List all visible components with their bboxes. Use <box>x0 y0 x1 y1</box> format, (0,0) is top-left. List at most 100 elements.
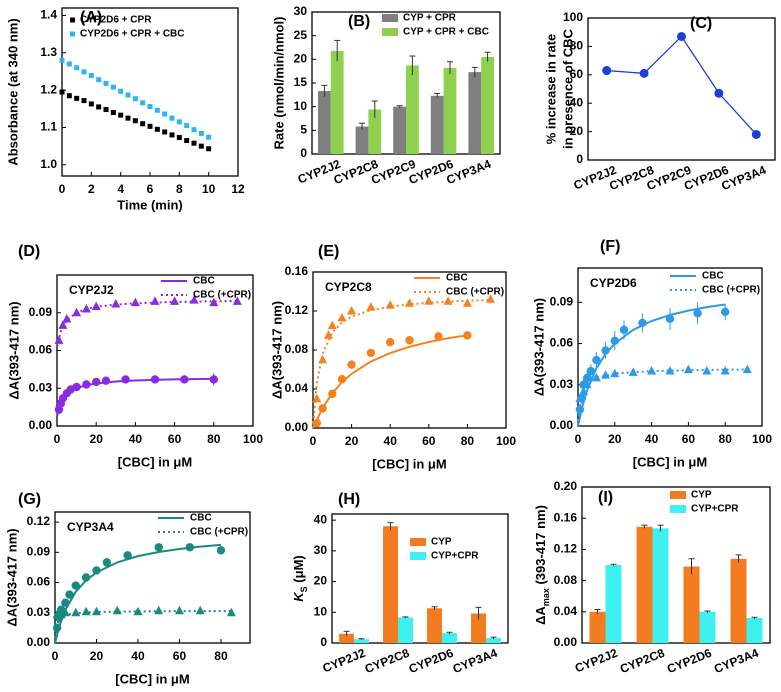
point <box>111 298 121 308</box>
bar <box>354 639 369 643</box>
point <box>323 330 333 339</box>
fit-curve <box>312 334 468 429</box>
point <box>71 607 81 617</box>
legend-label: CBC <box>193 276 215 287</box>
y-tick-label: 1.4 <box>40 8 57 22</box>
point <box>337 375 347 384</box>
y-axis-label: ΔA(393-417 nm) <box>4 528 19 626</box>
plot-frame <box>54 511 251 644</box>
point <box>162 129 168 135</box>
point <box>125 115 131 121</box>
x-tick-label: 60 <box>422 434 436 448</box>
point <box>185 543 195 552</box>
panel-title: CYP3A4 <box>67 520 114 534</box>
x-tick-label: 20 <box>90 649 104 663</box>
point <box>54 335 64 344</box>
point <box>318 404 327 413</box>
point <box>720 366 730 375</box>
y-tick-label: 20 <box>314 574 328 588</box>
y-axis-label-part: max <box>541 588 551 606</box>
legend-label: CYP2D6 + CPR <box>80 15 152 26</box>
bar <box>683 566 700 643</box>
legend-label: CYP2D6 + CPR + CBC <box>80 29 184 40</box>
bar <box>339 633 354 643</box>
point <box>180 375 189 384</box>
x-tick-label: 60 <box>682 432 696 446</box>
point <box>132 118 138 124</box>
bar <box>589 611 606 643</box>
point <box>62 314 72 323</box>
point <box>91 606 101 616</box>
x-tick-label: 20 <box>90 432 104 446</box>
y-axis-label: ΔA(393-417 nm) <box>6 301 21 399</box>
point <box>462 298 472 307</box>
bar <box>383 526 398 643</box>
plot-frame <box>587 17 776 161</box>
y-tick-label: 30 <box>294 4 308 18</box>
y-tick-label: 0.12 <box>285 303 309 317</box>
plot-frame <box>577 267 763 427</box>
point <box>81 606 91 616</box>
x-tick-label: CYP2C8 <box>363 646 412 677</box>
x-tick-label: 20 <box>608 432 622 446</box>
point <box>216 546 226 555</box>
x-tick-label: CYP3A4 <box>712 646 761 677</box>
y-tick-label: 0.12 <box>554 542 578 556</box>
fit-curve <box>56 299 238 347</box>
point <box>96 104 102 110</box>
legend-label: CBC <box>446 273 468 284</box>
point <box>60 607 70 617</box>
point <box>102 558 112 567</box>
legend-label: CBC (+CPR) <box>193 290 251 301</box>
panel-label: (H) <box>338 491 360 508</box>
y-axis-label-part: ΔA <box>533 606 548 625</box>
bar <box>406 65 419 154</box>
y-tick-label: 0.03 <box>550 377 574 391</box>
x-tick-label: 0 <box>575 432 582 446</box>
bar <box>605 565 622 643</box>
panel-label: (E) <box>318 243 339 260</box>
point <box>72 307 82 317</box>
point <box>347 306 357 315</box>
y-tick-label: 15 <box>294 75 308 89</box>
point <box>366 348 376 358</box>
x-tick-label: 80 <box>207 432 221 446</box>
legend-swatch <box>670 505 686 513</box>
panel-label: (G) <box>18 491 41 508</box>
legend-label: CBC (+CPR) <box>446 287 504 298</box>
point <box>463 331 472 340</box>
point <box>81 303 91 313</box>
bar <box>430 95 444 154</box>
x-tick-label: 40 <box>131 649 145 663</box>
point <box>174 605 184 615</box>
y-tick-label: 20 <box>570 124 584 138</box>
point <box>65 590 74 599</box>
point <box>386 338 395 347</box>
point <box>92 566 101 575</box>
legend-label: CYP + CPR + CBC <box>403 27 489 38</box>
legend-swatch <box>382 14 398 22</box>
panel-label: (I) <box>598 489 613 506</box>
point <box>191 127 197 133</box>
point <box>74 65 80 71</box>
point <box>583 373 592 383</box>
point <box>312 393 322 403</box>
x-axis-label: [CBC] in μM <box>633 454 707 469</box>
y-tick-label: 0.09 <box>29 305 53 319</box>
x-tick-label: 60 <box>173 649 187 663</box>
fit-curve <box>54 543 222 644</box>
point <box>206 146 212 152</box>
point <box>665 314 675 324</box>
bar <box>398 617 413 643</box>
point <box>66 61 72 67</box>
point <box>209 297 219 307</box>
x-tick-label: CYP2J2 <box>573 646 620 676</box>
point <box>575 393 585 403</box>
point <box>147 104 153 110</box>
point <box>385 300 395 309</box>
y-tick-label: 0.03 <box>29 380 53 394</box>
legend-label: CYP <box>691 490 712 501</box>
y-tick-label: 60 <box>570 67 584 81</box>
point <box>327 320 337 330</box>
point <box>61 598 70 607</box>
